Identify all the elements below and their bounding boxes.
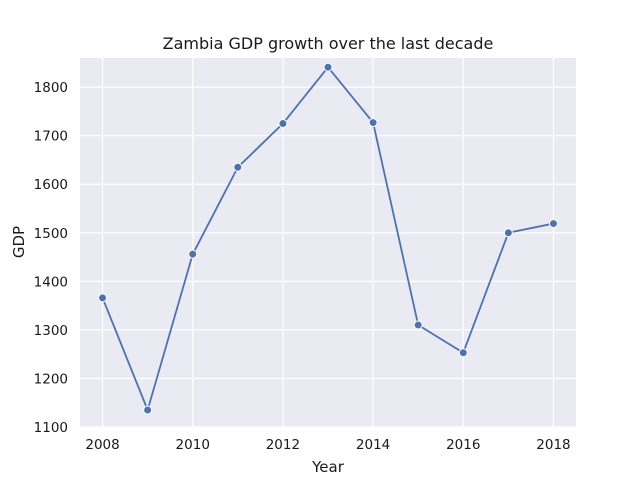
data-point [368,118,378,128]
data-point [503,228,513,238]
y-tick-label: 1800 [34,80,68,96]
x-axis-label: Year [311,458,345,476]
data-point [233,162,243,172]
data-point [188,249,198,259]
x-tick-label: 2010 [176,437,210,453]
data-point [323,62,333,72]
data-point [278,119,288,129]
series-group [98,62,558,415]
y-tick-label: 1400 [34,274,68,290]
chart-title: Zambia GDP growth over the last decade [163,34,494,53]
y-tick-label: 1600 [34,177,68,193]
data-point [98,293,108,303]
y-tick-label: 1200 [34,371,68,387]
data-point [458,348,468,358]
x-tick-label: 2012 [266,437,300,453]
y-tick-label: 1700 [34,129,68,145]
grid [80,58,576,428]
y-tick-label: 1300 [34,323,68,339]
data-point [413,320,423,330]
x-tick-label: 2018 [536,437,570,453]
data-point [143,405,153,415]
y-axis-label: GDP [10,226,28,258]
x-tick-label: 2016 [446,437,480,453]
y-tick-label: 1100 [34,420,68,436]
y-tick-label: 1500 [34,226,68,242]
y-ticks: 1100 1200 1300 1400 1500 1600 1700 1800 [34,80,68,436]
x-tick-label: 2014 [356,437,390,453]
data-point [548,219,558,229]
x-tick-label: 2008 [85,437,119,453]
plot-area [80,58,576,427]
x-ticks: 2008 2010 2012 2014 2016 2018 [85,437,570,453]
